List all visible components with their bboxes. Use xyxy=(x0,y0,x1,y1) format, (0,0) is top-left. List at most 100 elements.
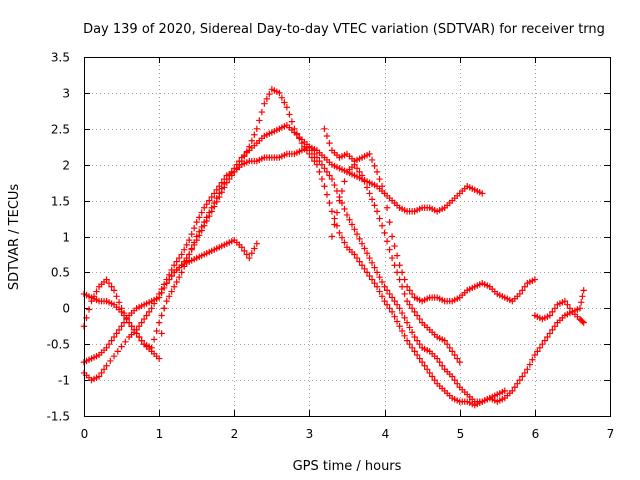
data-point xyxy=(371,162,378,170)
y-tick-label: 2.5 xyxy=(51,123,70,137)
data-point xyxy=(243,251,251,258)
data-point xyxy=(549,326,556,334)
data-point xyxy=(381,229,388,237)
data-point xyxy=(346,216,353,223)
data-point xyxy=(341,239,348,246)
data-point xyxy=(103,276,110,283)
data-point xyxy=(516,376,524,384)
data-point xyxy=(331,181,338,189)
data-point xyxy=(521,369,529,377)
data-point xyxy=(383,287,391,294)
data-point xyxy=(183,241,190,249)
data-point xyxy=(411,308,418,316)
data-point xyxy=(413,351,421,359)
data-point xyxy=(541,337,549,344)
data-point xyxy=(256,117,263,124)
data-point xyxy=(358,240,366,247)
data-point xyxy=(524,366,531,373)
data-point xyxy=(218,185,225,192)
data-point xyxy=(326,199,333,207)
data-point xyxy=(378,222,386,229)
data-point xyxy=(401,332,408,340)
data-point xyxy=(88,297,95,305)
data-point xyxy=(336,197,343,204)
data-point xyxy=(418,358,426,366)
data-point xyxy=(456,358,463,366)
data-point xyxy=(539,341,546,348)
data-point xyxy=(386,305,393,312)
y-tick-label: 3.5 xyxy=(51,51,70,65)
data-point xyxy=(393,318,401,325)
data-point xyxy=(393,269,401,276)
data-point xyxy=(248,137,256,144)
data-point xyxy=(576,305,584,312)
data-point xyxy=(378,278,386,286)
data-point xyxy=(521,283,529,290)
data-point xyxy=(549,308,556,316)
data-point xyxy=(401,314,408,322)
data-point xyxy=(198,209,205,216)
data-point xyxy=(396,323,403,330)
data-point xyxy=(206,197,213,204)
data-point xyxy=(353,254,361,262)
data-point xyxy=(366,272,373,280)
data-point xyxy=(93,288,100,295)
data-point xyxy=(438,362,446,369)
data-point xyxy=(544,333,551,341)
data-point xyxy=(213,195,220,202)
data-point xyxy=(253,125,261,132)
data-point xyxy=(391,262,398,269)
data-point xyxy=(306,143,313,150)
data-point xyxy=(216,190,223,197)
data-point xyxy=(118,305,125,312)
data-point xyxy=(579,293,586,300)
x-tick-label: 3 xyxy=(306,427,314,441)
data-point xyxy=(534,348,541,355)
data-point xyxy=(580,319,587,326)
data-point xyxy=(479,190,486,197)
data-point xyxy=(123,314,130,322)
data-point xyxy=(388,254,396,262)
data-point xyxy=(529,356,536,363)
y-tick-label: 3 xyxy=(62,87,70,101)
data-point xyxy=(246,254,253,262)
data-point xyxy=(383,238,391,245)
data-point xyxy=(170,262,178,269)
data-point xyxy=(331,215,338,222)
data-point xyxy=(173,258,180,265)
data-point xyxy=(233,161,240,168)
data-point xyxy=(383,301,391,308)
data-point xyxy=(321,125,328,132)
data-point xyxy=(551,305,559,312)
data-point xyxy=(138,337,145,344)
data-point xyxy=(436,358,443,366)
data-point xyxy=(140,315,148,323)
data-point xyxy=(103,362,110,369)
data-point xyxy=(108,337,115,344)
data-point xyxy=(341,178,348,185)
data-point xyxy=(114,348,122,355)
data-point xyxy=(373,208,381,215)
data-point xyxy=(416,315,423,323)
data-point xyxy=(175,273,183,281)
data-point xyxy=(411,333,418,341)
data-point xyxy=(98,369,105,377)
data-point xyxy=(248,250,256,257)
data-point xyxy=(153,327,160,335)
data-point xyxy=(143,312,150,319)
x-tick-label: 2 xyxy=(231,427,239,441)
data-point xyxy=(241,247,248,255)
data-point xyxy=(110,287,118,294)
data-point xyxy=(408,329,416,336)
data-point xyxy=(213,186,220,194)
data-point xyxy=(326,172,333,179)
data-point xyxy=(446,344,453,351)
data-point xyxy=(501,387,508,395)
data-point xyxy=(308,147,316,154)
data-point xyxy=(363,250,371,257)
data-point xyxy=(165,293,173,300)
data-point xyxy=(193,233,200,240)
data-point xyxy=(211,199,218,207)
data-point xyxy=(113,330,120,337)
data-point xyxy=(173,278,180,286)
